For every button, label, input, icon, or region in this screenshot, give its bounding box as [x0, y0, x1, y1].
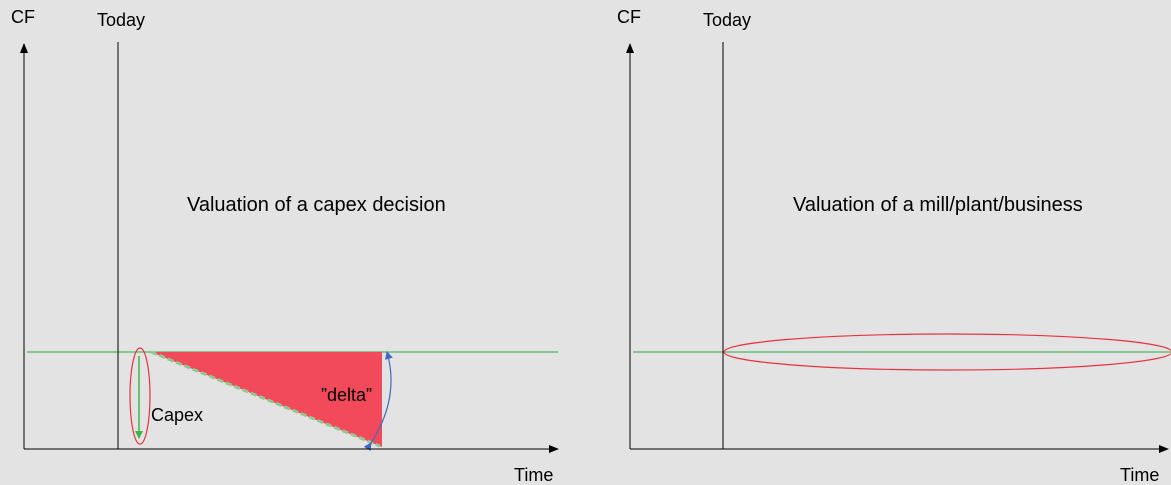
- right-y-axis-label: CF: [617, 7, 641, 27]
- right-panel-title: Valuation of a mill/plant/business: [793, 194, 1083, 216]
- left-today-label: Today: [97, 10, 145, 30]
- capex-label: Capex: [151, 405, 203, 425]
- delta-label: ”delta”: [321, 385, 372, 405]
- left-panel: CF Today Valuation of a capex decision C…: [11, 7, 559, 485]
- left-y-axis-label: CF: [11, 7, 35, 27]
- right-panel: CF Today Valuation of a mill/plant/busin…: [617, 7, 1171, 485]
- delta-area: [151, 352, 382, 447]
- left-panel-title: Valuation of a capex decision: [187, 194, 446, 216]
- left-x-axis-label: Time: [514, 465, 553, 485]
- right-x-axis-label: Time: [1120, 465, 1159, 485]
- future-cashflow-highlight-ellipse: [723, 333, 1171, 371]
- delta-curved-arrow: [363, 351, 393, 452]
- right-today-label: Today: [703, 10, 751, 30]
- delta-hypotenuse: [150, 350, 381, 448]
- capex-highlight-ellipse: [129, 347, 151, 445]
